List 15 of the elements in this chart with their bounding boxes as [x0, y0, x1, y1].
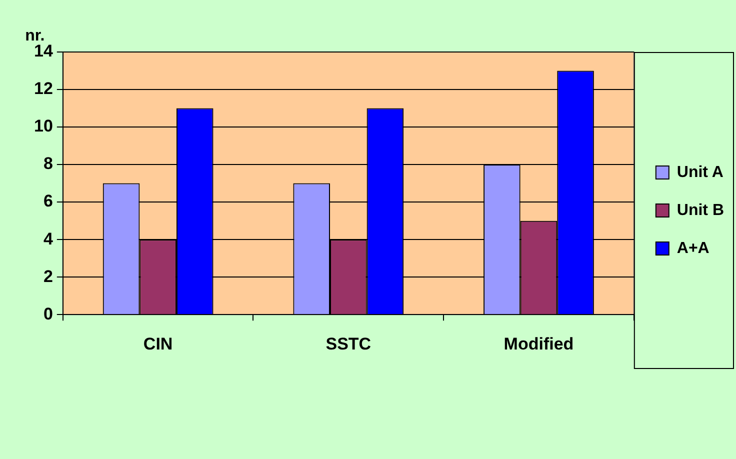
x-tick-label: Modified: [504, 334, 574, 354]
legend-label: Unit A: [676, 164, 724, 181]
y-tick-label: 0: [43, 304, 53, 324]
y-tick-label: 10: [34, 116, 53, 136]
legend-label: A+A: [676, 240, 710, 257]
y-tick-label: 14: [34, 42, 54, 61]
y-tick-label: 6: [43, 192, 53, 211]
y-tick-label: 12: [34, 79, 53, 98]
y-tick-label: 4: [43, 229, 54, 248]
y-tick-label: 8: [43, 154, 53, 174]
legend-label: Unit B: [676, 202, 724, 219]
x-tick-label: SSTC: [326, 334, 372, 354]
x-tick-label: CIN: [143, 334, 173, 354]
y-tick-label: 2: [43, 266, 53, 286]
y-axis-title: nr.: [25, 27, 45, 44]
